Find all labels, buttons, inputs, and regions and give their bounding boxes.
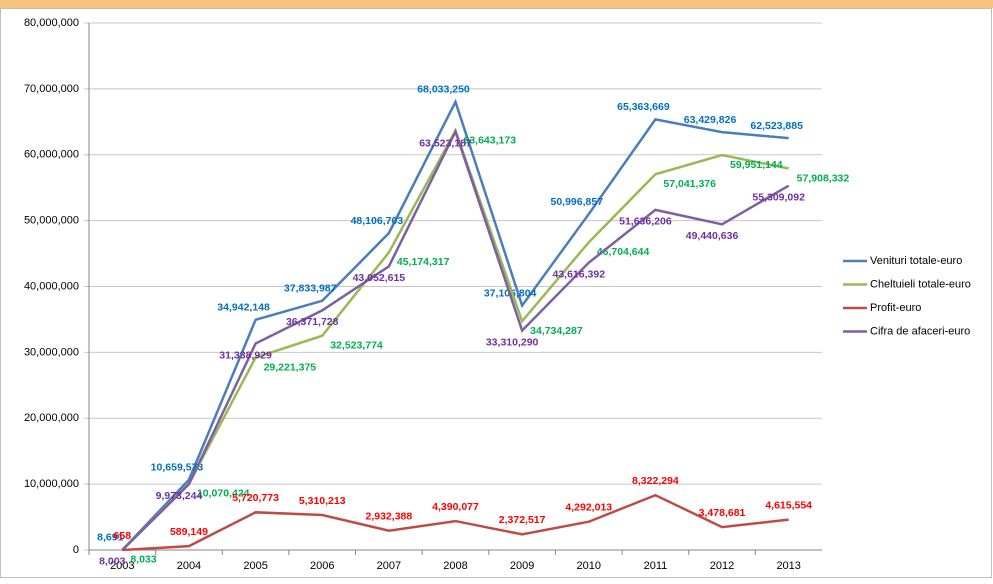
data-label: 34,734,287 bbox=[530, 325, 583, 337]
x-tick-label: 2011 bbox=[644, 560, 668, 572]
data-label: 8,003 bbox=[99, 556, 125, 568]
data-label: 57,041,376 bbox=[663, 178, 716, 190]
y-tick-label: 0 bbox=[73, 544, 79, 556]
data-label: 36,371,728 bbox=[286, 316, 339, 328]
data-label: 10,070,424 bbox=[197, 487, 250, 499]
data-label: 33,310,290 bbox=[486, 336, 539, 348]
data-label: 2,932,388 bbox=[366, 510, 413, 522]
data-label: 4,390,077 bbox=[432, 501, 479, 513]
data-label: 37,833,987 bbox=[284, 283, 337, 295]
data-label: 43,616,392 bbox=[552, 268, 605, 280]
legend-label: Cheltuieli totale-euro bbox=[870, 278, 971, 290]
data-label: 5,310,213 bbox=[299, 495, 346, 507]
x-tick-label: 2008 bbox=[443, 560, 467, 572]
y-tick-label: 10,000,000 bbox=[24, 478, 79, 490]
data-label: 8,322,294 bbox=[632, 475, 679, 487]
data-label: 589,149 bbox=[170, 526, 208, 538]
x-tick-label: 2007 bbox=[377, 560, 401, 572]
data-label: 4,615,554 bbox=[765, 499, 812, 511]
data-label: 59,951,144 bbox=[730, 159, 783, 171]
data-label: 62,523,885 bbox=[750, 120, 803, 132]
x-tick-label: 2006 bbox=[310, 560, 334, 572]
x-tick-label: 2009 bbox=[510, 560, 534, 572]
series-line bbox=[122, 493, 789, 552]
y-tick-label: 50,000,000 bbox=[24, 215, 79, 227]
series-line bbox=[121, 128, 790, 551]
data-label: 32,523,774 bbox=[330, 340, 383, 352]
data-label: 65,363,669 bbox=[617, 101, 670, 113]
y-tick-label: 60,000,000 bbox=[24, 149, 79, 161]
series-line bbox=[121, 98, 789, 551]
x-tick-label: 2003 bbox=[110, 560, 134, 572]
legend-label: Profit-euro bbox=[870, 302, 921, 314]
data-label: 34,942,148 bbox=[217, 302, 270, 314]
y-tick-label: 80,000,000 bbox=[24, 17, 79, 29]
data-label: 45,174,317 bbox=[397, 256, 450, 268]
y-tick-label: 70,000,000 bbox=[24, 83, 79, 95]
chart-frame bbox=[0, 8, 992, 578]
data-label: 10,659,573 bbox=[151, 462, 204, 474]
data-label: 55,309,092 bbox=[752, 191, 805, 203]
data-label: 43,052,615 bbox=[353, 272, 406, 284]
data-label: 2,372,517 bbox=[499, 514, 546, 526]
data-label: 31,338,929 bbox=[219, 349, 272, 361]
data-label: 8,033 bbox=[130, 554, 156, 566]
data-label: 57,908,332 bbox=[797, 172, 850, 184]
y-tick-label: 30,000,000 bbox=[24, 346, 79, 358]
data-label: 63,643,173 bbox=[464, 135, 517, 147]
data-label: 50,996,857 bbox=[550, 196, 603, 208]
data-label: 4,292,013 bbox=[565, 502, 612, 514]
x-tick-label: 2013 bbox=[776, 560, 800, 572]
legend-label: Cifra de afaceri-euro bbox=[870, 325, 970, 337]
data-label: 49,440,636 bbox=[686, 230, 739, 242]
data-label: 63,523,187 bbox=[419, 137, 472, 149]
data-label: 48,106,703 bbox=[351, 215, 404, 227]
data-label: 46,704,644 bbox=[597, 246, 650, 258]
x-tick-label: 2012 bbox=[710, 560, 734, 572]
data-label: 658 bbox=[114, 530, 132, 542]
y-tick-label: 20,000,000 bbox=[24, 412, 79, 424]
data-label: 51,636,206 bbox=[619, 216, 672, 228]
data-label: 68,033,250 bbox=[417, 84, 470, 96]
y-tick-label: 40,000,000 bbox=[24, 280, 79, 292]
data-label: 5,720,773 bbox=[232, 492, 279, 504]
data-label: 3,478,681 bbox=[699, 507, 746, 519]
top-bar bbox=[0, 0, 993, 8]
x-tick-label: 2004 bbox=[177, 560, 201, 572]
data-label: 9,973,244 bbox=[156, 490, 203, 502]
x-tick-label: 2010 bbox=[577, 560, 601, 572]
data-label: 29,221,375 bbox=[264, 361, 317, 373]
data-label: 63,429,826 bbox=[684, 114, 737, 126]
legend-label: Venituri totale-euro bbox=[870, 255, 962, 267]
x-tick-label: 2005 bbox=[243, 560, 267, 572]
data-label: 8,691 bbox=[97, 532, 123, 544]
